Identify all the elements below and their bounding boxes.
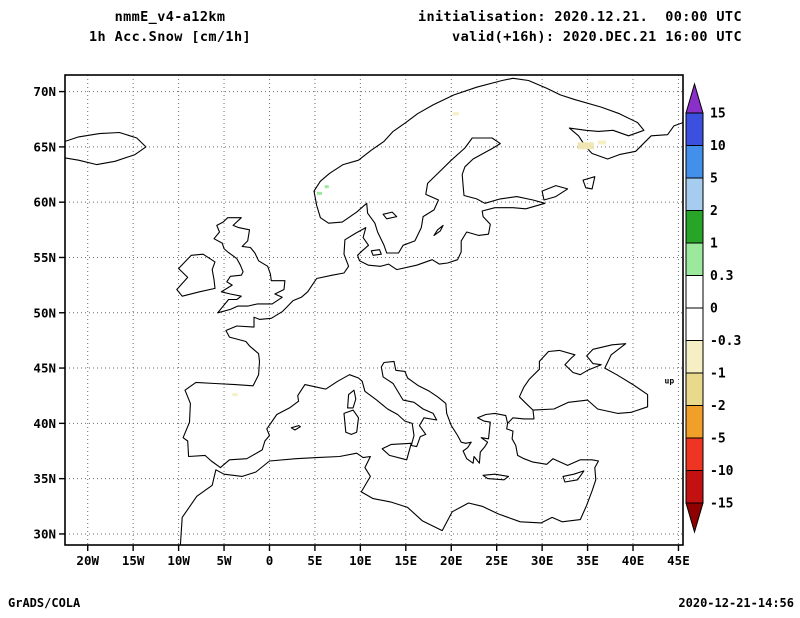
colorbar-arrow-top [685, 82, 704, 114]
lon-tick-label: 20E [440, 553, 463, 568]
init-time-label: initialisation: 2020.12.21. 00:00 UTC [417, 9, 742, 25]
lon-tick-label: 0 [266, 553, 274, 568]
map-annotation: up [665, 377, 675, 386]
coastline [382, 211, 398, 220]
snow-shade-patch [324, 185, 329, 189]
colorbar-level-label: -5 [710, 432, 726, 447]
creation-timestamp: 2020-12-21-14:56 [678, 596, 794, 610]
coastline [65, 131, 147, 166]
colorbar-level-label: -2 [710, 399, 726, 414]
coastline [381, 442, 412, 461]
lon-tick-label: 10E [349, 553, 372, 568]
coastline [562, 470, 585, 483]
colorbar-segment [685, 340, 704, 374]
grads-credit: GrADS/COLA [8, 596, 81, 610]
lon-tick-label: 15E [395, 553, 418, 568]
lat-tick-label: 70N [33, 84, 56, 99]
coastline [176, 253, 216, 297]
lon-tick-label: 45E [667, 553, 690, 568]
lon-tick-label: 20W [76, 553, 99, 568]
colorbar-level-label: 0 [710, 302, 718, 317]
colorbar-level-label: 0.3 [710, 269, 733, 284]
colorbar-segment [685, 437, 704, 471]
coastline [582, 176, 596, 190]
lat-tick-label: 45N [33, 361, 56, 376]
colorbar-segment [685, 275, 704, 309]
colorbar-level-label: 15 [710, 107, 726, 122]
lon-tick-label: 15W [122, 553, 145, 568]
lon-tick-label: 40E [622, 553, 645, 568]
colorbar-segment [685, 307, 704, 341]
colorbar-segment [685, 242, 704, 276]
lon-tick-label: 30E [531, 553, 554, 568]
coastline [347, 389, 357, 409]
coastline [518, 343, 649, 414]
valid-time-label: valid(+16h): 2020.DEC.21 16:00 UTC [452, 29, 742, 45]
colorbar-segment [685, 470, 704, 504]
coastline [213, 217, 286, 314]
colorbar-segment [685, 112, 704, 146]
coastlines [65, 77, 683, 545]
lon-tick-label: 35E [576, 553, 599, 568]
coastline [343, 409, 360, 435]
colorbar-level-label: 2 [710, 204, 718, 219]
colorbar-level-label: -15 [710, 497, 733, 512]
coastline [370, 249, 382, 256]
lat-tick-label: 40N [33, 416, 56, 431]
field-title: 1h Acc.Snow [cm/1h] [88, 29, 252, 45]
coastline [482, 473, 510, 481]
lat-tick-label: 30N [33, 526, 56, 541]
coastline [433, 224, 444, 236]
colorbar-level-label: -0.3 [710, 334, 741, 349]
colorbar-level-label: 5 [710, 172, 718, 187]
lon-tick-label: 10W [167, 553, 190, 568]
colorbar-level-label: -10 [710, 464, 734, 479]
snow-shading: up [232, 112, 675, 397]
colorbar-segment [685, 405, 704, 439]
snow-shade-patch [577, 142, 594, 150]
lon-tick-label: 25E [485, 553, 508, 568]
lat-tick-label: 65N [33, 139, 56, 154]
colorbar-segment [685, 210, 704, 244]
coastline [182, 77, 683, 469]
model-title: nmmE_v4-a12km [114, 9, 226, 25]
colorbar-level-label: -1 [710, 367, 726, 382]
colorbar-segment [685, 177, 704, 211]
map-frame [64, 74, 684, 546]
colorbar-level-label: 10 [710, 139, 726, 154]
colorbar-segment [685, 145, 704, 179]
colorbar-arrow-bottom [685, 502, 704, 534]
lat-tick-label: 50N [33, 305, 56, 320]
snow-shade-patch [598, 140, 607, 145]
snow-shade-patch [232, 393, 238, 397]
colorbar-level-label: 1 [710, 237, 718, 252]
coastline [219, 360, 509, 469]
lat-tick-label: 60N [33, 195, 56, 210]
lat-tick-label: 55N [33, 250, 56, 265]
graticule: 20W 15W 10W 5W 0 5E 10E 15E 20E 25E 30E 35E 40E 45E 30… [33, 75, 690, 568]
colorbar-segment [685, 372, 704, 406]
lon-tick-label: 5E [307, 553, 322, 568]
coastline [541, 185, 569, 201]
lon-tick-label: 5W [217, 553, 233, 568]
snow-shade-patch [316, 191, 322, 195]
coastline [179, 409, 600, 545]
snow-shade-patch [452, 112, 459, 116]
colorbar: 15 10 5 2 1 0.3 0 -0.3 -1 -2 -5 -10 -15 [685, 82, 741, 534]
lat-tick-label: 35N [33, 471, 56, 486]
coastline [290, 425, 301, 431]
